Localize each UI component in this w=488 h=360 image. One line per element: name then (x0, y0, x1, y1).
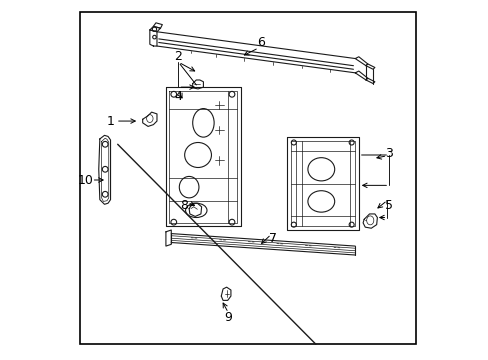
Text: 3: 3 (385, 147, 392, 160)
Text: 10: 10 (78, 174, 93, 186)
Text: 7: 7 (268, 233, 277, 246)
Text: 6: 6 (256, 36, 264, 49)
Text: 2: 2 (174, 50, 182, 63)
Text: 1: 1 (106, 114, 114, 127)
Text: 9: 9 (224, 311, 232, 324)
Text: 5: 5 (385, 198, 392, 212)
Text: 8: 8 (180, 198, 187, 212)
Text: 4: 4 (174, 90, 182, 103)
